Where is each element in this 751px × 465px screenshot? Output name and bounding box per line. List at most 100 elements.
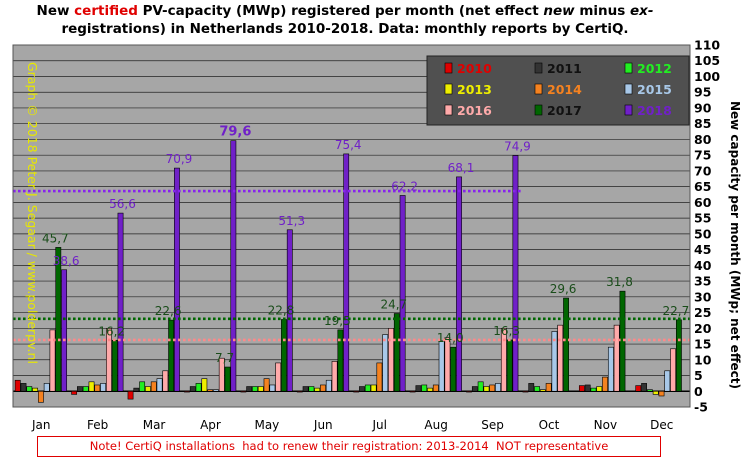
bar: [438, 340, 445, 392]
bar: [275, 362, 282, 392]
x-tick-label: Dec: [650, 418, 673, 432]
bar: [145, 386, 151, 392]
bar: [364, 384, 371, 392]
bar: [670, 348, 676, 392]
x-tick-label: Feb: [87, 418, 108, 432]
bar: [528, 383, 535, 392]
bar: [218, 357, 225, 392]
x-tick-label: Mar: [143, 418, 166, 432]
bar: [20, 383, 27, 392]
x-tick-label: Aug: [424, 418, 447, 432]
data-label: 16,3: [493, 324, 520, 338]
bar: [184, 390, 190, 393]
bar: [421, 384, 428, 392]
data-label: 79,6: [219, 125, 251, 140]
data-label: 68,1: [448, 161, 475, 175]
legend-swatch: [534, 104, 543, 116]
bar: [100, 383, 107, 392]
bar: [607, 346, 614, 392]
legend-swatch: [444, 83, 453, 95]
bar: [281, 319, 287, 392]
legend-label: 2016: [457, 103, 492, 118]
bar: [590, 387, 597, 392]
y-tick-label: 85: [694, 116, 711, 131]
bar: [382, 334, 389, 392]
bar: [207, 389, 214, 392]
title-part-4: new: [543, 3, 575, 19]
bar: [432, 384, 439, 392]
legend-swatch: [534, 83, 543, 95]
legend-swatch: [624, 83, 633, 95]
bar: [500, 328, 507, 392]
y-tick-label: 110: [694, 38, 720, 53]
bar: [652, 390, 659, 395]
bar: [483, 386, 490, 392]
watermark: Graph © 2018 Peter J. Segaar / www.polde…: [25, 62, 40, 364]
bar: [512, 155, 519, 392]
legend-label: 2015: [637, 82, 672, 97]
bar: [230, 140, 237, 392]
y-tick-label: 0: [694, 384, 703, 399]
data-label: 56,6: [109, 197, 136, 211]
data-label: 19,5: [324, 314, 351, 328]
x-tick-label: May: [254, 418, 279, 432]
legend-label: 2018: [637, 103, 672, 118]
bar: [664, 370, 671, 392]
legend-label: 2012: [637, 61, 672, 76]
x-tick-label: Sep: [481, 418, 504, 432]
y-tick-label: 70: [694, 163, 712, 178]
data-label: 29,6: [550, 282, 577, 296]
legend-swatch: [444, 62, 453, 74]
bar: [444, 337, 451, 392]
bar: [263, 378, 270, 392]
bar: [43, 383, 50, 392]
bar: [240, 390, 247, 393]
bar: [49, 329, 56, 392]
bar: [88, 381, 95, 392]
y-tick-label: -5: [694, 400, 708, 415]
y-tick-label: 50: [694, 226, 712, 241]
bar: [596, 386, 603, 392]
bar: [189, 386, 196, 392]
title-part-2: certified: [74, 3, 138, 19]
bar: [94, 384, 101, 392]
bar: [213, 389, 219, 392]
bar: [117, 212, 124, 392]
bar: [646, 389, 653, 392]
legend-label: 2017: [547, 103, 582, 118]
data-label: 31,8: [606, 275, 633, 289]
bar: [393, 313, 400, 392]
bar: [641, 383, 647, 392]
legend-swatch: [444, 104, 453, 116]
bar: [331, 361, 338, 392]
bar: [156, 378, 163, 392]
data-label: 16,2: [98, 324, 125, 338]
bar: [450, 346, 457, 392]
title-part-7: registrations) in Netherlands 2010-2018.…: [61, 21, 629, 37]
bar: [376, 362, 383, 392]
bar: [38, 390, 44, 403]
bar: [477, 381, 484, 392]
legend-label: 2010: [457, 61, 492, 76]
y-tick-label: 35: [694, 274, 711, 289]
y-tick-label: 10: [694, 352, 712, 367]
bar: [320, 384, 326, 392]
bar: [456, 176, 462, 392]
data-label: 51,3: [278, 214, 305, 228]
data-label: 75,4: [335, 138, 362, 152]
data-label: 14,0: [437, 331, 464, 345]
bar: [427, 387, 433, 392]
y-tick-label: 55: [694, 211, 711, 226]
bar: [201, 378, 208, 392]
y-axis-label: New capacity per month (MWp; net effect): [728, 100, 742, 390]
plot-border: [12, 44, 691, 408]
bar: [302, 386, 309, 392]
x-tick-label: Jun: [313, 418, 333, 432]
title-part-1: New: [36, 3, 75, 19]
bar: [32, 387, 39, 392]
y-tick-label: 65: [694, 179, 711, 194]
bar: [466, 390, 472, 393]
y-tick-label: 40: [694, 258, 712, 273]
data-label: 62,2: [391, 179, 418, 193]
bar: [557, 324, 564, 392]
